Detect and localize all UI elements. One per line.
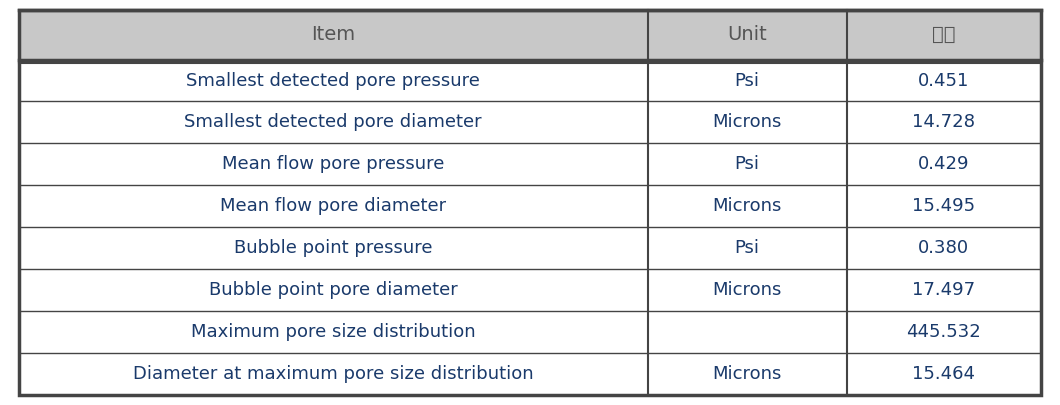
Text: 15.464: 15.464 [913, 365, 975, 383]
Text: Psi: Psi [735, 156, 760, 173]
Text: Diameter at maximum pore size distribution: Diameter at maximum pore size distributi… [132, 365, 533, 383]
Bar [648, 102, 847, 143]
Text: Microns: Microns [712, 197, 782, 215]
Bar [19, 269, 648, 311]
Bar [847, 311, 1041, 353]
Bar [648, 227, 847, 269]
Bar [648, 60, 847, 102]
Text: 0.429: 0.429 [918, 156, 970, 173]
Text: Bubble point pore diameter: Bubble point pore diameter [209, 281, 458, 299]
Bar [847, 60, 1041, 102]
Bar [19, 227, 648, 269]
Text: Smallest detected pore pressure: Smallest detected pore pressure [187, 72, 480, 90]
Bar [19, 143, 648, 185]
Text: Mean flow pore diameter: Mean flow pore diameter [220, 197, 446, 215]
Text: 0.380: 0.380 [918, 239, 970, 257]
Bar [648, 311, 847, 353]
Text: Maximum pore size distribution: Maximum pore size distribution [191, 323, 476, 341]
Bar [847, 269, 1041, 311]
Text: Microns: Microns [712, 113, 782, 132]
Text: Microns: Microns [712, 365, 782, 383]
Bar [19, 102, 648, 143]
Bar [847, 185, 1041, 227]
Bar [19, 10, 648, 60]
Bar [847, 143, 1041, 185]
Text: Smallest detected pore diameter: Smallest detected pore diameter [184, 113, 482, 132]
Bar [847, 10, 1041, 60]
Bar [648, 269, 847, 311]
Bar [847, 102, 1041, 143]
Bar [19, 60, 648, 102]
Bar [648, 143, 847, 185]
Text: 0.451: 0.451 [918, 72, 970, 90]
Text: Psi: Psi [735, 72, 760, 90]
Text: Mean flow pore pressure: Mean flow pore pressure [223, 156, 444, 173]
Text: Bubble point pressure: Bubble point pressure [234, 239, 432, 257]
Text: 시료: 시료 [932, 26, 956, 45]
Bar [19, 311, 648, 353]
Text: Microns: Microns [712, 281, 782, 299]
Bar [648, 353, 847, 395]
Bar [19, 185, 648, 227]
Text: Psi: Psi [735, 239, 760, 257]
Text: Unit: Unit [727, 26, 767, 45]
Text: Item: Item [312, 26, 355, 45]
Text: 445.532: 445.532 [906, 323, 982, 341]
Text: 17.497: 17.497 [913, 281, 975, 299]
Bar [847, 227, 1041, 269]
Bar [648, 10, 847, 60]
Bar [19, 353, 648, 395]
Bar [648, 185, 847, 227]
Bar [847, 353, 1041, 395]
Text: 14.728: 14.728 [913, 113, 975, 132]
Text: 15.495: 15.495 [913, 197, 975, 215]
